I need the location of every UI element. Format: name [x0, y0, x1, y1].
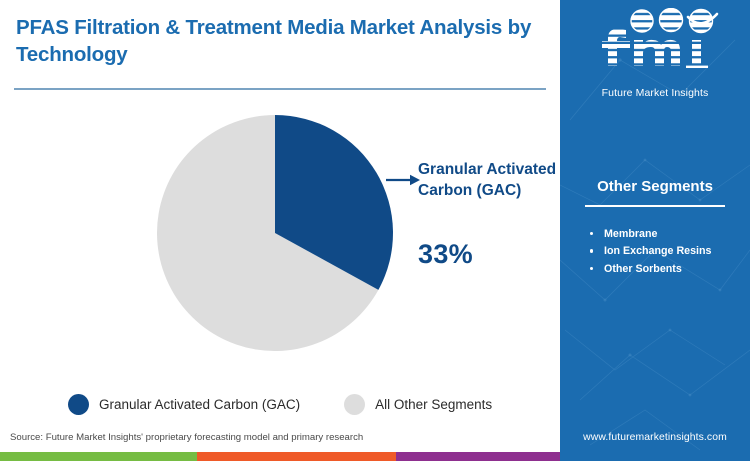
list-item-label: Membrane: [604, 228, 658, 240]
brand-sidebar: Future Market Insights Other Segments Me…: [560, 0, 750, 461]
bar-segment-green: [0, 452, 197, 461]
list-item: Other Sorbents: [588, 261, 746, 278]
other-segments-divider: [585, 205, 725, 207]
pie-chart: [157, 115, 393, 351]
website-url[interactable]: www.futuremarketinsights.com: [583, 432, 727, 443]
bar-segment-orange: [197, 452, 396, 461]
other-segments-list: Membrane Ion Exchange Resins Other Sorbe…: [588, 226, 746, 278]
source-note: Source: Future Market Insights' propriet…: [10, 432, 364, 443]
list-item: Membrane: [588, 226, 746, 243]
legend-swatch-icon: [68, 394, 89, 415]
bullet-icon: [590, 266, 594, 271]
page-title: PFAS Filtration & Treatment Media Market…: [16, 16, 532, 67]
pie-chart-svg: [157, 115, 393, 351]
bar-segment-purple: [396, 452, 560, 461]
chart-legend: Granular Activated Carbon (GAC) All Othe…: [68, 394, 492, 415]
legend-item-gac[interactable]: Granular Activated Carbon (GAC): [68, 394, 300, 415]
pie-slice-all-other-segments: [157, 115, 379, 351]
bottom-color-bar: [0, 452, 560, 461]
legend-item-label: Granular Activated Carbon (GAC): [99, 397, 301, 412]
pie-slice-granular-activated-carbon: [275, 115, 393, 290]
list-item-label: Ion Exchange Resins: [604, 245, 712, 258]
arrow-right-icon: [386, 174, 420, 186]
legend-swatch-icon: [344, 394, 366, 415]
list-item: Ion Exchange Resins: [588, 243, 746, 260]
background-pattern: [560, 39, 750, 451]
fmi-logo[interactable]: Future Market Insights: [560, 8, 750, 99]
other-segments-title: Other Segments: [597, 178, 713, 195]
bullet-icon: [590, 249, 594, 253]
list-item-label: Other Sorbents: [604, 262, 682, 275]
legend-item-all-other-segments[interactable]: All Other Segments: [344, 394, 492, 415]
chart-panel: PFAS Filtration & Treatment Media Market…: [0, 16, 560, 461]
callout-value: 33%: [418, 239, 473, 269]
header-divider: [14, 88, 546, 90]
bullet-icon: [590, 232, 594, 236]
callout-label: Granular Activated Carbon (GAC): [418, 161, 557, 199]
fmi-logo-mark-icon: [602, 8, 719, 68]
legend-item-label: All Other Segments: [375, 397, 493, 412]
fmi-logo-tagline: Future Market Insights: [601, 87, 709, 99]
